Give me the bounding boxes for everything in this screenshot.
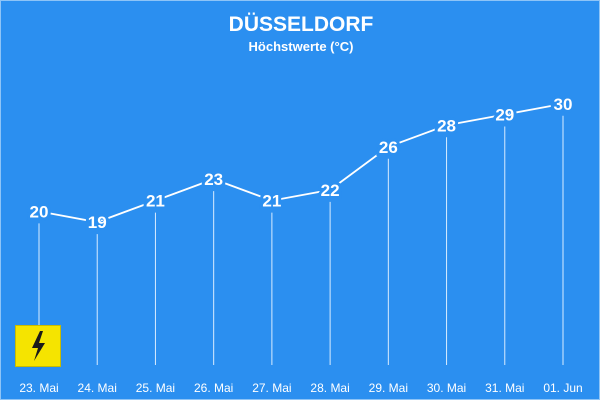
brand-logo (15, 325, 61, 367)
data-label: 30 (554, 95, 573, 114)
lightning-bolt-icon (32, 331, 45, 361)
data-label: 22 (321, 181, 340, 200)
data-label: 21 (146, 192, 165, 211)
x-tick-label: 23. Mai (19, 381, 58, 395)
data-labels: 20 19 21 23 21 22 26 28 29 30 (27, 92, 576, 235)
drop-lines (38, 115, 564, 365)
data-label: 29 (495, 106, 514, 125)
chart-subtitle: Höchstwerte (°C) (249, 39, 354, 54)
x-tick-label: 29. Mai (369, 381, 408, 395)
x-tick-label: 27. Mai (252, 381, 291, 395)
data-label: 19 (88, 213, 107, 232)
data-label: 20 (30, 202, 49, 221)
data-label: 28 (437, 116, 456, 135)
x-tick-label: 01. Jun (543, 381, 582, 395)
series-line (38, 102, 564, 224)
x-tick-label: 28. Mai (310, 381, 349, 395)
x-tick-label: 24. Mai (78, 381, 117, 395)
data-label: 21 (262, 192, 281, 211)
x-tick-labels: 23. Mai 24. Mai 25. Mai 26. Mai 27. Mai 28. M… (19, 381, 582, 395)
data-label: 26 (379, 138, 398, 157)
chart-title: DÜSSELDORF (229, 13, 374, 36)
x-tick-label: 25. Mai (136, 381, 175, 395)
x-tick-label: 30. Mai (427, 381, 466, 395)
x-tick-label: 26. Mai (194, 381, 233, 395)
x-tick-label: 31. Mai (485, 381, 524, 395)
data-label: 23 (204, 170, 223, 189)
